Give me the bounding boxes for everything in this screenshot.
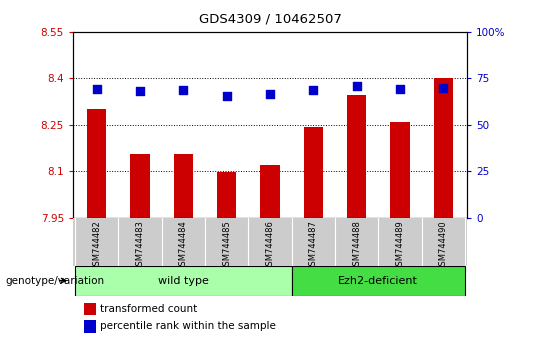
Text: genotype/variation: genotype/variation bbox=[5, 275, 105, 286]
Bar bbox=[174, 154, 193, 218]
Text: GSM744482: GSM744482 bbox=[92, 220, 101, 271]
Point bbox=[396, 87, 404, 92]
Text: GSM744488: GSM744488 bbox=[352, 220, 361, 271]
Text: percentile rank within the sample: percentile rank within the sample bbox=[100, 321, 276, 331]
Bar bbox=[84, 320, 96, 333]
Bar bbox=[217, 172, 237, 218]
Text: GSM744483: GSM744483 bbox=[136, 220, 145, 271]
Bar bbox=[260, 165, 280, 218]
Point bbox=[179, 87, 188, 93]
Bar bbox=[84, 303, 96, 315]
Bar bbox=[434, 78, 453, 218]
Text: Ezh2-deficient: Ezh2-deficient bbox=[339, 275, 418, 286]
Bar bbox=[292, 266, 465, 296]
Point bbox=[136, 88, 144, 94]
Text: GDS4309 / 10462507: GDS4309 / 10462507 bbox=[199, 12, 341, 25]
Point bbox=[222, 93, 231, 99]
Text: GSM744486: GSM744486 bbox=[266, 220, 274, 271]
Text: GSM744490: GSM744490 bbox=[439, 220, 448, 271]
Text: GSM744487: GSM744487 bbox=[309, 220, 318, 271]
Text: GSM744484: GSM744484 bbox=[179, 220, 188, 271]
Point bbox=[266, 91, 274, 97]
Bar bbox=[130, 154, 150, 218]
Text: GSM744489: GSM744489 bbox=[395, 220, 404, 271]
Text: wild type: wild type bbox=[158, 275, 209, 286]
Text: GSM744485: GSM744485 bbox=[222, 220, 231, 271]
Bar bbox=[347, 95, 366, 218]
Bar bbox=[390, 122, 410, 218]
Bar bbox=[87, 109, 106, 218]
Bar bbox=[303, 127, 323, 218]
Point bbox=[309, 87, 318, 93]
Bar bbox=[75, 266, 292, 296]
Point bbox=[352, 83, 361, 88]
Point bbox=[92, 86, 101, 91]
Point bbox=[439, 85, 448, 91]
Bar bbox=[73, 218, 467, 266]
Text: transformed count: transformed count bbox=[100, 304, 197, 314]
